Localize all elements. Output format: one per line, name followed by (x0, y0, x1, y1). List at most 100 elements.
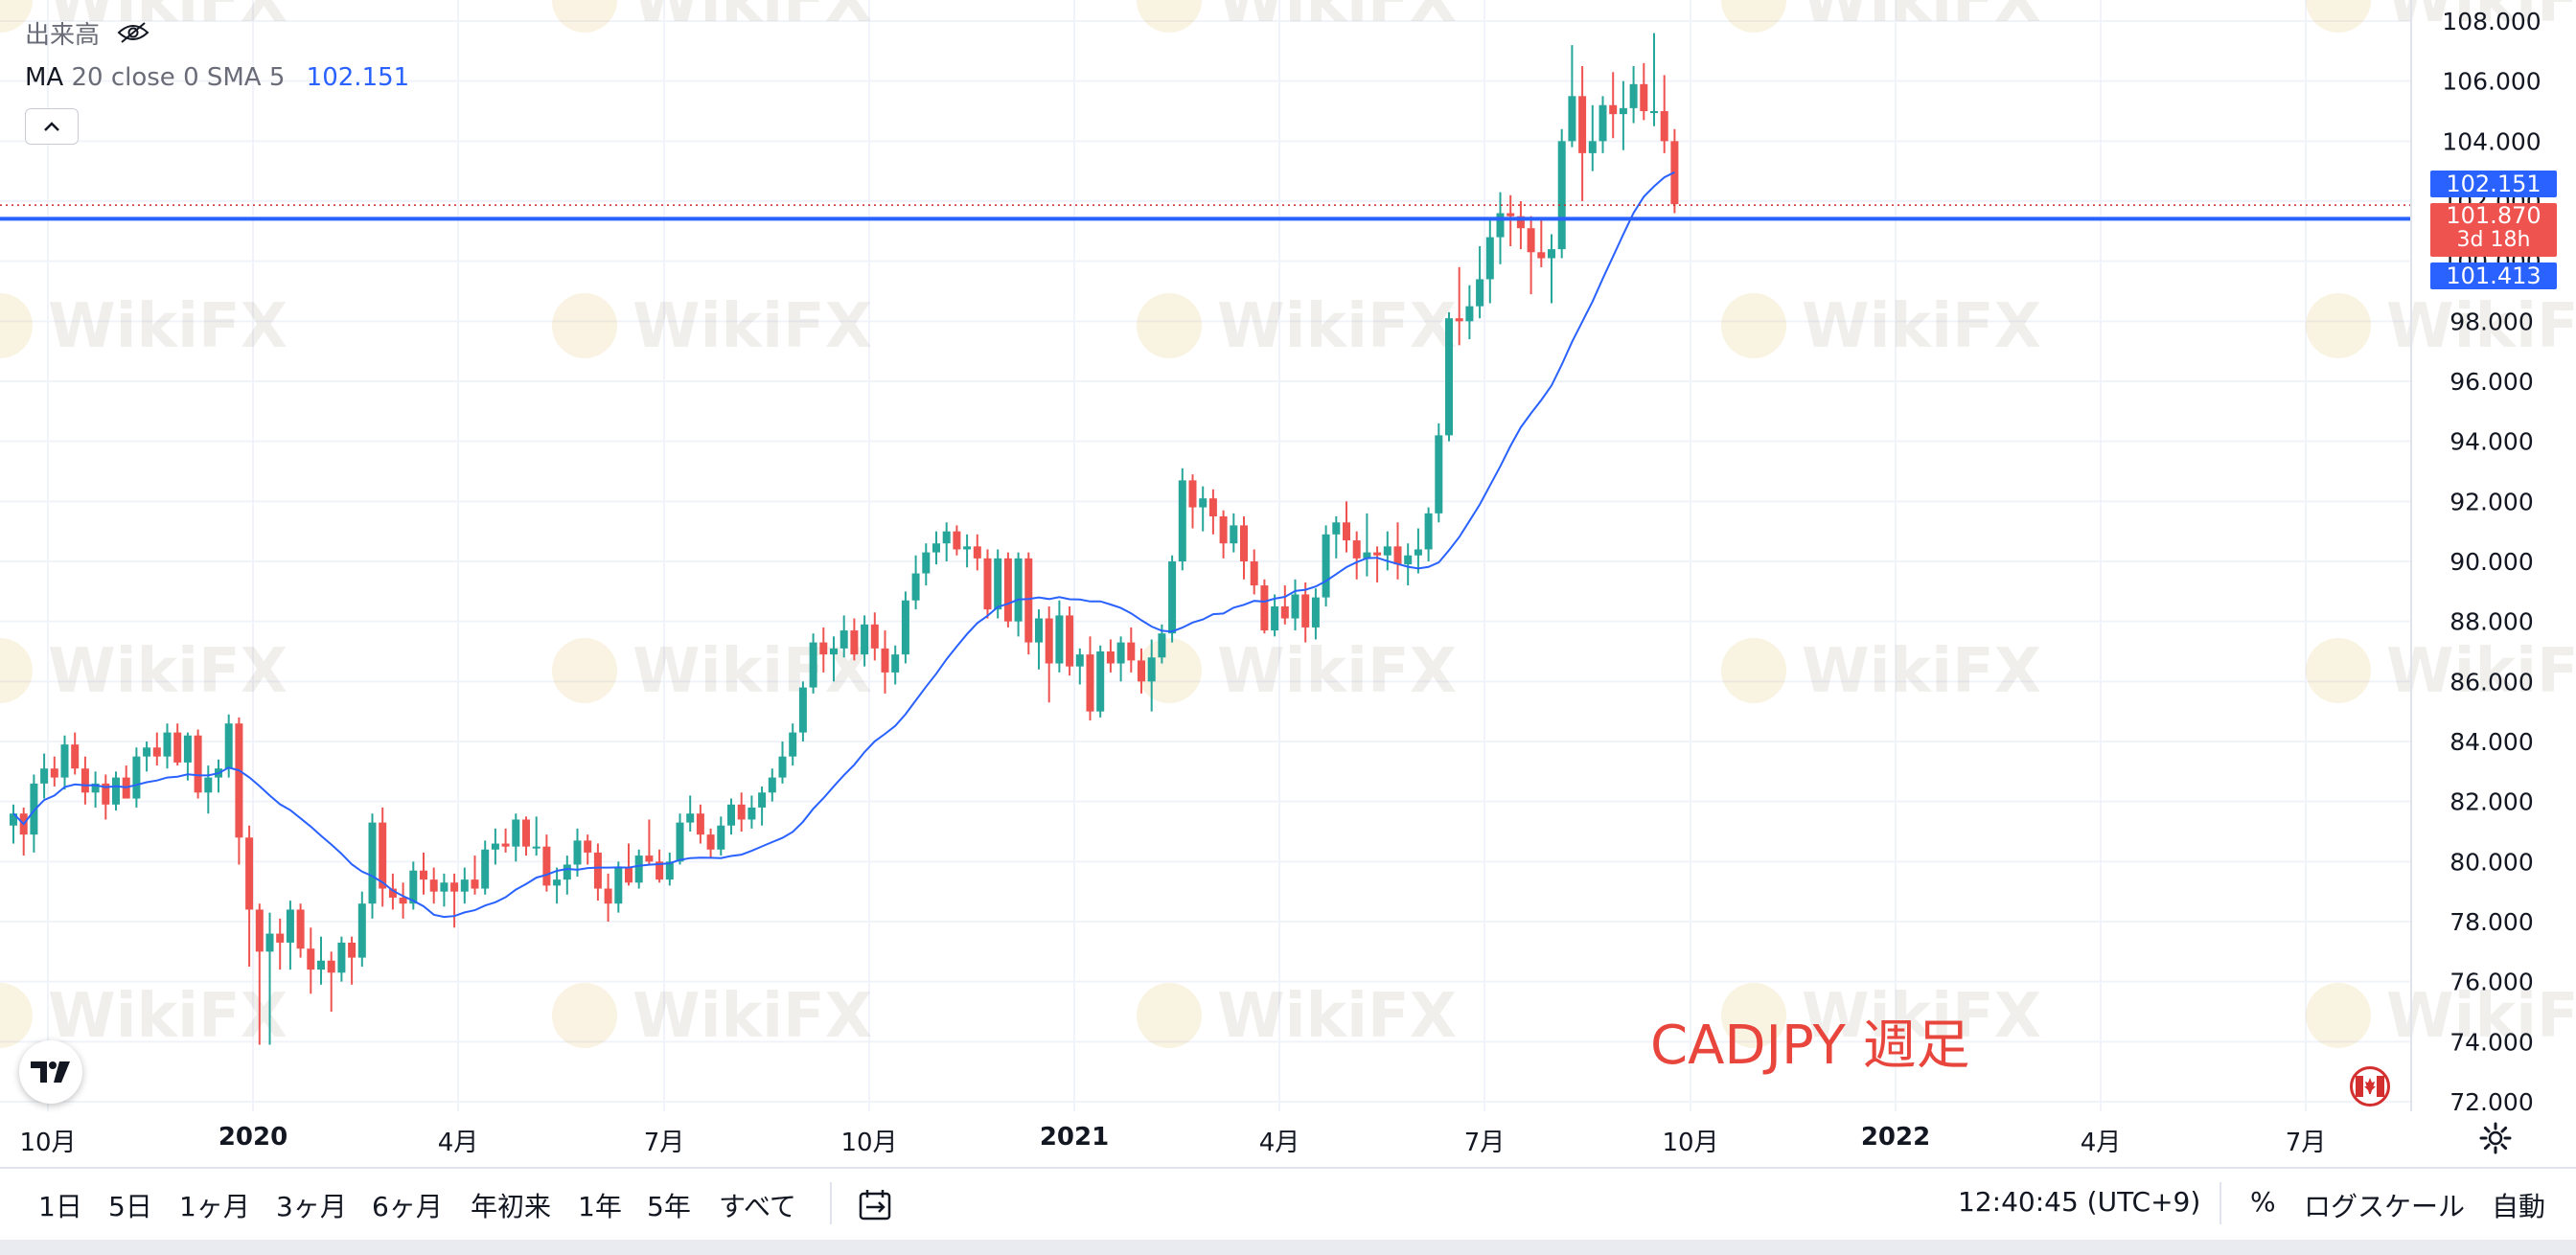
clock-label[interactable]: 12:40:45 (UTC+9) (1958, 1186, 2201, 1218)
watermark: WikiFX (0, 0, 288, 36)
price-chart[interactable]: WikiFX WikiFX WikiFX WikiFX WikiFX WikiFX Wiki… (0, 0, 2576, 1111)
candle-body (30, 783, 38, 835)
candle (1086, 636, 1094, 721)
candle (1116, 636, 1125, 682)
canada-flag-icon[interactable] (2350, 1066, 2390, 1107)
range-button-1m[interactable]: 1ヶ月 (179, 1191, 250, 1222)
candle-body (429, 879, 438, 892)
eye-off-icon[interactable] (117, 21, 150, 51)
candle-body (1640, 83, 1648, 111)
percent-toggle[interactable]: % (2250, 1186, 2276, 1218)
candle-body (1485, 237, 1494, 280)
calendar-range-icon[interactable] (858, 1188, 894, 1222)
volume-label: 出来高 (25, 21, 101, 50)
candle (1024, 552, 1033, 655)
candle (789, 723, 797, 766)
candle (1138, 648, 1145, 694)
watermark-logo (0, 293, 33, 358)
candle (1343, 501, 1350, 553)
candle (553, 867, 562, 904)
range-button-5y[interactable]: 5年 (647, 1191, 691, 1222)
candle (1650, 33, 1658, 126)
candle (379, 807, 387, 907)
gear-icon[interactable] (2478, 1121, 2513, 1155)
range-button-1y[interactable]: 1年 (578, 1191, 622, 1222)
candle-body (1075, 654, 1084, 667)
candle (1445, 311, 1453, 442)
candle (901, 591, 909, 664)
watermark-logo (2306, 638, 2371, 703)
time-label: 10月 (1662, 1129, 1719, 1157)
candle (1147, 639, 1156, 712)
candle-body (911, 573, 920, 601)
candle-body (1280, 606, 1289, 619)
candle (10, 804, 17, 844)
candle-body (1424, 513, 1433, 550)
candle (1075, 648, 1084, 685)
range-button-5d[interactable]: 5日 (108, 1191, 152, 1222)
candle (1014, 552, 1023, 637)
candle (1670, 128, 1679, 214)
candle (717, 816, 725, 856)
candle (830, 636, 838, 682)
candle-body (1199, 498, 1208, 508)
watermark: WikiFX (0, 636, 288, 707)
range-button-3m[interactable]: 3ヶ月 (276, 1191, 347, 1222)
candle-body (224, 723, 233, 769)
range-button-1d[interactable]: 1日 (38, 1191, 82, 1222)
time-axis[interactable]: 10月 2020 4月 7月 10月 2021 4月 7月 10月 2022 4… (0, 1111, 2576, 1169)
candle (1598, 96, 1607, 153)
candle (501, 828, 510, 853)
candle-body (542, 846, 551, 886)
candle (1208, 489, 1217, 535)
candle-body (1619, 107, 1627, 115)
chart-annotation[interactable]: CADJPY 週足 (1650, 1015, 1970, 1077)
candle (1066, 606, 1074, 676)
watermark: WikiFX (1721, 291, 2041, 362)
watermark-logo (1137, 983, 1202, 1048)
auto-scale-toggle[interactable]: 自動 (2492, 1191, 2546, 1222)
candle (593, 843, 602, 901)
candle-body (388, 888, 397, 898)
candle (1455, 266, 1463, 346)
candle-body (1003, 558, 1012, 622)
watermark: WikiFX (1137, 0, 1457, 36)
log-scale-toggle[interactable]: ログスケール (2304, 1191, 2466, 1222)
candle (1045, 606, 1053, 703)
candle-body (1311, 597, 1320, 628)
candle (429, 867, 438, 904)
tradingview-logo[interactable] (19, 1040, 82, 1104)
watermark-text: WikiFX (1802, 636, 2041, 707)
time-label: 2021 (1039, 1123, 1110, 1152)
candle-body (676, 822, 684, 862)
watermark-logo (1721, 0, 1786, 33)
toolbar-divider (2220, 1182, 2221, 1224)
y-tick-label: 98.000 (2450, 308, 2533, 335)
watermark-text: WikiFX (48, 291, 288, 362)
candle (440, 873, 448, 907)
ma-legend[interactable]: MA 20 close 0 SMA 5 102.151 (25, 63, 409, 92)
time-label: 4月 (2080, 1129, 2122, 1157)
y-tick-label: 104.000 (2442, 127, 2541, 155)
volume-legend[interactable]: 出来高 (25, 15, 150, 51)
watermark-logo (0, 0, 33, 33)
candle (1496, 192, 1505, 264)
collapse-legend-button[interactable] (25, 108, 79, 145)
candle-body (1158, 633, 1166, 658)
candle (665, 852, 674, 886)
candle (1588, 104, 1597, 171)
candle-body (1650, 111, 1658, 113)
range-button-ytd[interactable]: 年初来 (471, 1191, 552, 1222)
candle-body (40, 768, 49, 784)
range-button-all[interactable]: すべて (719, 1191, 796, 1222)
watermark: WikiFX (0, 981, 288, 1052)
candle (1127, 627, 1136, 673)
candle-body (512, 819, 520, 847)
candle (307, 927, 315, 994)
candle (870, 612, 879, 661)
candle (368, 813, 377, 919)
range-button-6m[interactable]: 6ヶ月 (372, 1191, 443, 1222)
watermark-logo (1721, 983, 1786, 1048)
candle (245, 825, 254, 967)
candle-body (1086, 654, 1094, 712)
